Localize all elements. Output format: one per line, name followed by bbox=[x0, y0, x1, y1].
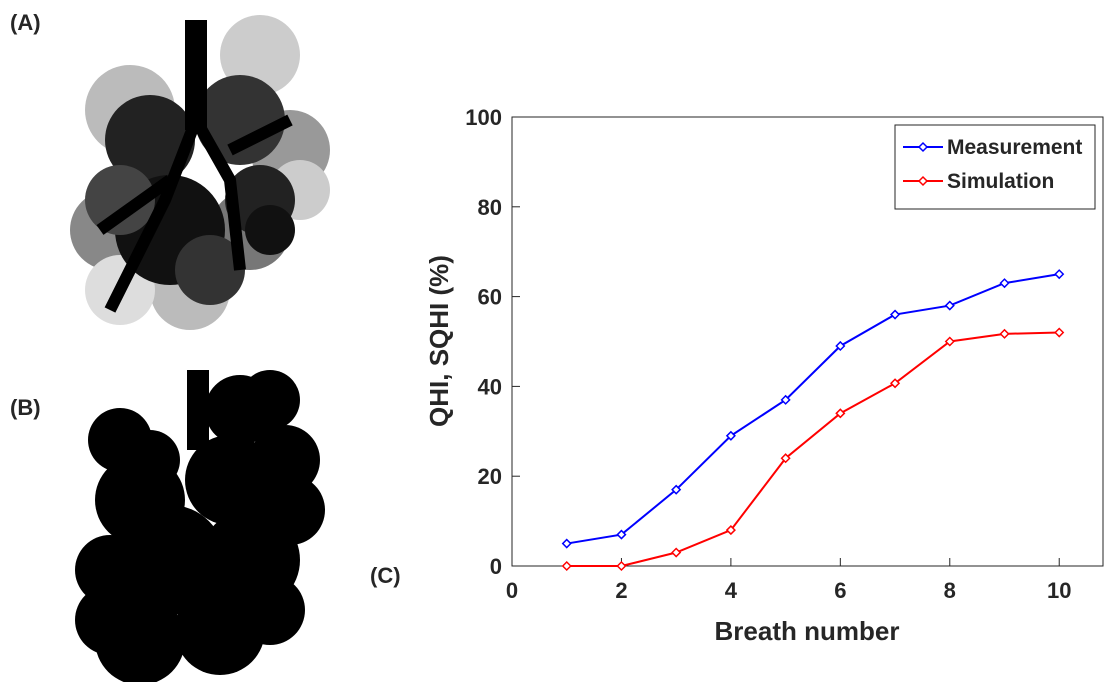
legend-label: Measurement bbox=[947, 136, 1082, 159]
panel-label: (B) bbox=[10, 395, 41, 420]
data-point bbox=[1054, 327, 1065, 338]
data-point bbox=[780, 394, 791, 405]
data-point bbox=[999, 278, 1010, 289]
series-line bbox=[566, 331, 1060, 567]
data-point bbox=[999, 328, 1010, 339]
y-tick-label: 60 bbox=[478, 285, 502, 310]
legend-label: Simulation bbox=[947, 170, 1054, 193]
panel-label: (C) bbox=[370, 563, 401, 588]
data-point bbox=[889, 309, 901, 320]
x-tick-label: 2 bbox=[615, 578, 627, 603]
y-tick-label: 20 bbox=[478, 464, 502, 489]
x-tick-label: 8 bbox=[944, 578, 956, 603]
data-point bbox=[561, 538, 572, 549]
legend: Measurement Simulation bbox=[894, 124, 1096, 210]
data-point bbox=[616, 529, 627, 540]
legend-marker bbox=[917, 141, 929, 153]
plot-frame bbox=[511, 116, 1104, 567]
data-point bbox=[616, 560, 627, 572]
data-point bbox=[725, 430, 736, 441]
y-tick-label: 40 bbox=[478, 374, 502, 399]
series-line bbox=[566, 273, 1060, 545]
lung-airway-image bbox=[70, 15, 330, 330]
x-tick-label: 0 bbox=[506, 578, 518, 603]
legend-box bbox=[894, 124, 1096, 210]
x-tick-label: 10 bbox=[1047, 578, 1071, 603]
data-point bbox=[780, 453, 791, 464]
x-tick-label: 6 bbox=[834, 578, 846, 603]
y-tick-label: 80 bbox=[478, 195, 502, 220]
data-point bbox=[671, 484, 682, 495]
x-tick-label: 4 bbox=[725, 578, 738, 603]
y-axis-label: QHI, SQHI (%) bbox=[424, 255, 454, 427]
data-point bbox=[835, 408, 846, 419]
data-point bbox=[561, 560, 572, 572]
data-point bbox=[835, 340, 846, 352]
data-point bbox=[944, 336, 955, 347]
x-axis-label: Breath number bbox=[715, 616, 900, 646]
panel-label: (A) bbox=[10, 10, 41, 35]
legend-marker bbox=[917, 175, 929, 187]
y-tick-label: 0 bbox=[490, 554, 502, 579]
data-point bbox=[889, 378, 901, 389]
data-point bbox=[725, 525, 736, 536]
lung-mask-image bbox=[75, 370, 325, 685]
data-point bbox=[944, 300, 955, 311]
data-point bbox=[1054, 269, 1065, 280]
y-tick-label: 100 bbox=[465, 105, 502, 130]
data-point bbox=[671, 547, 682, 558]
